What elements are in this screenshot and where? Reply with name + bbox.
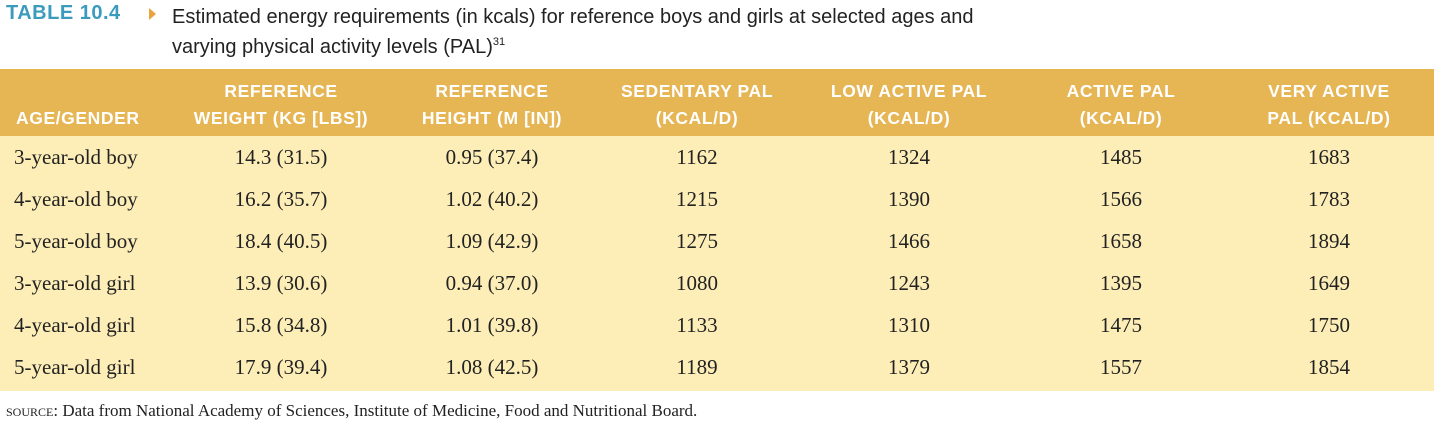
- column-header: REFERENCE WEIGHT (KG [LBS]): [172, 69, 390, 136]
- table-title-line2: varying physical activity levels (PAL): [172, 36, 493, 58]
- column-header-line1: SEDENTARY PAL: [620, 81, 774, 101]
- column-header-line1: ACTIVE PAL: [1066, 81, 1176, 101]
- table-cell: 1.01 (39.8): [445, 312, 539, 337]
- table-cell: 1475: [1100, 312, 1142, 337]
- table-cell: 1133: [676, 312, 718, 337]
- table-caption: TABLE 10.4 Estimated energy requirements…: [6, 0, 1426, 66]
- column-header: ACTIVE PAL (KCAL/D): [1018, 69, 1224, 136]
- column-header-line1: REFERENCE: [435, 81, 549, 101]
- table-cell: 1.02 (40.2): [445, 186, 539, 211]
- column-header-line2: PAL (KCAL/D): [1267, 108, 1391, 128]
- table-cell: 16.2 (35.7): [234, 186, 328, 211]
- table-number-label: TABLE 10.4: [6, 2, 121, 24]
- table-row: 5-year-old boy 18.4 (40.5) 1.09 (42.9) 1275…: [0, 220, 1434, 262]
- row-label-cell: 3-year-old boy: [14, 144, 138, 169]
- table-cell: 1466: [888, 228, 930, 253]
- table-cell: 1215: [676, 186, 718, 211]
- column-header: REFERENCE HEIGHT (M [IN]): [390, 69, 594, 136]
- column-header: AGE/GENDER: [0, 69, 172, 136]
- header-row: AGE/GENDER REFERENCE WEIGHT (KG [LBS]) REFE…: [0, 69, 1434, 136]
- table-cell: 1080: [676, 270, 718, 295]
- source-label: source:: [6, 401, 59, 420]
- table-cell: 1379: [888, 354, 930, 379]
- column-header-line2: (KCAL/D): [867, 108, 951, 128]
- column-header-line2: AGE/GENDER: [16, 108, 140, 128]
- source-note: source: Data from National Academy of Sc…: [6, 401, 697, 421]
- table-cell: 1683: [1308, 144, 1350, 169]
- column-header-line2: (KCAL/D): [1079, 108, 1163, 128]
- table-cell: 1243: [888, 270, 930, 295]
- table-cell: 1.08 (42.5): [445, 354, 539, 379]
- row-label-cell: 3-year-old girl: [14, 270, 136, 295]
- table-title: Estimated energy requirements (in kcals)…: [172, 2, 1172, 62]
- table-cell: 1566: [1100, 186, 1142, 211]
- table-cell: 1894: [1308, 228, 1350, 253]
- row-label-cell: 5-year-old boy: [14, 228, 138, 253]
- table-title-line1: Estimated energy requirements (in kcals)…: [172, 6, 974, 28]
- footnote-reference: 31: [492, 36, 506, 48]
- table-cell: 17.9 (39.4): [234, 354, 328, 379]
- energy-requirements-table-container: AGE/GENDER REFERENCE WEIGHT (KG [LBS]) REFE…: [0, 69, 1434, 391]
- table-header: AGE/GENDER REFERENCE WEIGHT (KG [LBS]) REFE…: [0, 69, 1434, 136]
- table-cell: 0.94 (37.0): [445, 270, 539, 295]
- table-cell: 0.95 (37.4): [445, 144, 539, 169]
- column-header: SEDENTARY PAL (KCAL/D): [594, 69, 800, 136]
- column-header: VERY ACTIVE PAL (KCAL/D): [1224, 69, 1434, 136]
- caption-arrow-icon: [149, 8, 156, 20]
- column-header-line1: REFERENCE: [224, 81, 338, 101]
- table-cell: 1750: [1308, 312, 1350, 337]
- table-cell: 1162: [676, 144, 718, 169]
- table-row: 3-year-old boy 14.3 (31.5) 0.95 (37.4) 1162…: [0, 136, 1434, 178]
- table-body: 3-year-old boy 14.3 (31.5) 0.95 (37.4) 1162…: [0, 136, 1434, 388]
- table-row: 3-year-old girl 13.9 (30.6) 0.94 (37.0) 108…: [0, 262, 1434, 304]
- energy-requirements-table: AGE/GENDER REFERENCE WEIGHT (KG [LBS]) REFE…: [0, 69, 1434, 388]
- table-cell: 13.9 (30.6): [234, 270, 328, 295]
- column-header-line2: WEIGHT (KG [LBS]): [193, 108, 369, 128]
- table-cell: 1649: [1308, 270, 1350, 295]
- table-cell: 1395: [1100, 270, 1142, 295]
- table-row: 5-year-old girl 17.9 (39.4) 1.08 (42.5) 118…: [0, 346, 1434, 388]
- column-header: LOW ACTIVE PAL (KCAL/D): [800, 69, 1018, 136]
- row-label-cell: 4-year-old girl: [14, 312, 136, 337]
- table-row: 4-year-old boy 16.2 (35.7) 1.02 (40.2) 1215…: [0, 178, 1434, 220]
- table-cell: 1.09 (42.9): [445, 228, 539, 253]
- table-cell: 1324: [888, 144, 930, 169]
- table-cell: 1783: [1308, 186, 1350, 211]
- column-header-line1: VERY ACTIVE: [1268, 81, 1390, 101]
- row-label-cell: 5-year-old girl: [14, 354, 136, 379]
- table-cell: 1658: [1100, 228, 1142, 253]
- column-header-line1: LOW ACTIVE PAL: [830, 81, 988, 101]
- table-cell: 1275: [676, 228, 718, 253]
- table-cell: 18.4 (40.5): [234, 228, 328, 253]
- table-cell: 15.8 (34.8): [234, 312, 328, 337]
- table-cell: 1854: [1308, 354, 1350, 379]
- table-cell: 1390: [888, 186, 930, 211]
- table-cell: 1557: [1100, 354, 1142, 379]
- table-cell: 1310: [888, 312, 930, 337]
- column-header-line2: (KCAL/D): [655, 108, 739, 128]
- table-cell: 1485: [1100, 144, 1142, 169]
- table-cell: 14.3 (31.5): [234, 144, 328, 169]
- table-row: 4-year-old girl 15.8 (34.8) 1.01 (39.8) 113…: [0, 304, 1434, 346]
- table-cell: 1189: [676, 354, 718, 379]
- source-text: Data from National Academy of Sciences, …: [62, 401, 698, 420]
- column-header-line2: HEIGHT (M [IN]): [421, 108, 563, 128]
- row-label-cell: 4-year-old boy: [14, 186, 138, 211]
